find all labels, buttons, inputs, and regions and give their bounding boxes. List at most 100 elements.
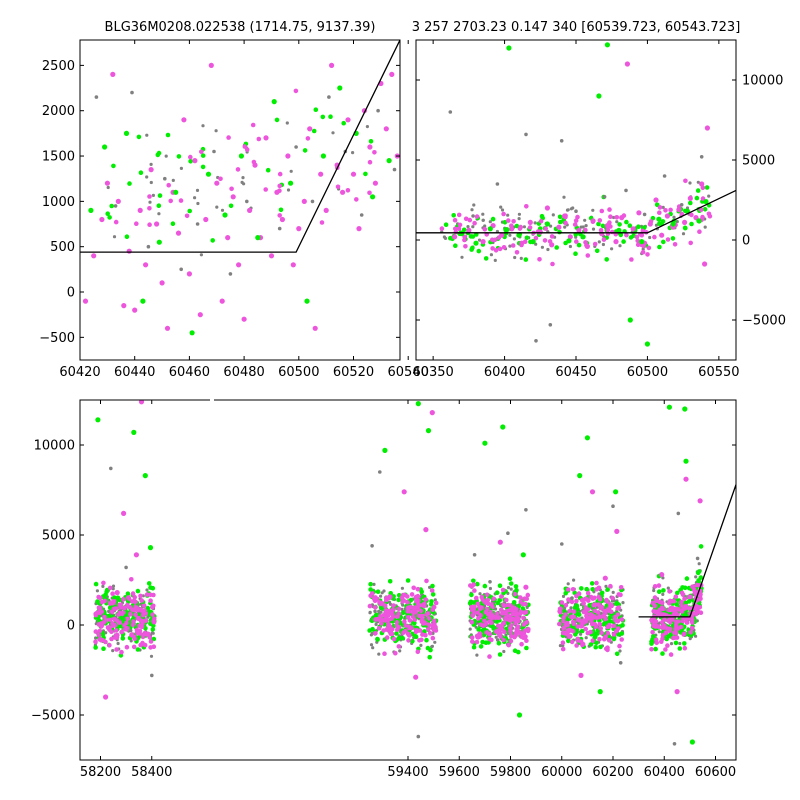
magenta-point [494,611,500,617]
magenta-point [225,235,231,241]
magenta-point [389,616,394,622]
magenta-point [514,250,520,255]
gray-point [289,169,293,173]
green-point [430,592,436,597]
magenta-point [411,585,417,591]
gray-point [591,227,596,231]
magenta-point [506,218,511,223]
magenta-point [597,614,602,620]
magenta-point [387,628,393,634]
gray-point [641,247,645,251]
gray-point [470,208,474,212]
magenta-point [657,210,662,215]
magenta-point [575,636,581,642]
magenta-point [649,617,654,623]
magenta-point [617,643,622,649]
magenta-point [186,271,192,277]
gray-point [477,238,482,242]
magenta-point [683,605,689,611]
magenta-point [498,634,504,639]
magenta-point [131,619,136,624]
magenta-point [192,158,198,164]
green-point [101,646,106,651]
magenta-point [573,218,579,223]
green-point [566,238,572,244]
magenta-point [688,240,693,246]
magenta-point [624,232,629,238]
magenta-point [420,602,426,608]
magenta-point [406,625,412,631]
green-point [584,435,591,441]
gray-point [642,212,647,217]
magenta-point [574,598,579,604]
magenta-point [491,596,497,602]
green-point [619,631,625,636]
green-point [135,588,141,594]
magenta-point [615,612,621,617]
magenta-point [499,232,505,238]
gray-point [116,641,120,646]
gray-point [374,622,378,627]
magenta-point [382,651,387,656]
model-line [416,189,736,234]
magenta-point [560,640,566,645]
gray-point [661,205,665,209]
magenta-point [597,621,602,627]
plots: 60420 60440 60460 60480 60500 60520 60540−5000… [31,39,786,780]
green-point [188,159,193,164]
green-point [370,194,376,200]
magenta-point [583,626,588,632]
green-point [621,239,626,244]
magenta-point [497,626,503,632]
gray-point [148,200,152,204]
gray-point [448,110,453,114]
magenta-point [345,117,351,123]
magenta-point [597,636,602,642]
magenta-point [694,610,699,616]
magenta-point [618,585,624,590]
gray-point [694,634,698,638]
magenta-point [241,316,247,322]
gray-point [584,224,588,228]
magenta-point [501,637,506,643]
green-point [683,225,688,231]
magenta-point [129,607,135,612]
gray-point [409,41,413,45]
green-point [689,221,694,227]
magenta-point [110,591,115,596]
gray-point [569,606,573,610]
magenta-point [525,592,531,598]
magenta-point [489,637,494,643]
gray-point [228,272,233,276]
magenta-point [571,621,576,627]
model-line [638,484,736,618]
magenta-point [111,599,117,604]
magenta-point [247,207,253,213]
magenta-point [510,616,516,622]
magenta-point [679,590,685,596]
magenta-point [124,644,130,650]
magenta-point [433,600,439,606]
magenta-point [405,614,411,620]
green-point [684,576,690,581]
magenta-point [584,243,591,249]
magenta-point [583,596,589,601]
magenta-point [457,222,463,228]
gray-point [533,221,537,225]
magenta-point [605,227,611,233]
x-tick-label: 58200 [80,765,121,780]
y-tick-label: 5000 [42,529,75,544]
magenta-point [565,587,571,592]
magenta-point [659,605,665,610]
magenta-point [483,600,489,605]
magenta-point [379,621,384,626]
green-point [511,600,517,605]
magenta-point [596,602,601,607]
magenta-point [619,617,625,622]
gray-point [551,213,555,217]
green-point [363,171,368,177]
magenta-point [290,262,296,268]
gray-point [591,208,595,212]
magenta-point [652,603,658,608]
green-point [396,635,402,641]
